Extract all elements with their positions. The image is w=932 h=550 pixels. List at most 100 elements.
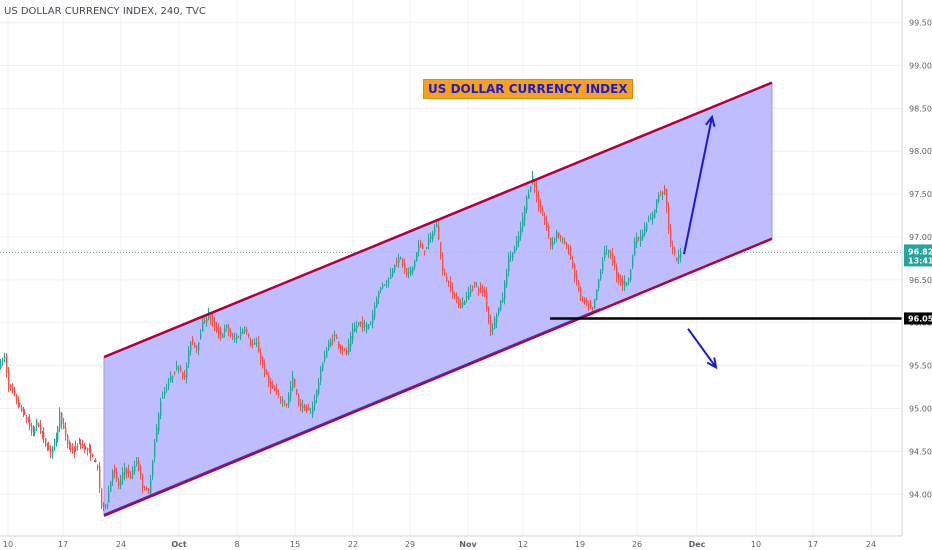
candle-body	[526, 197, 528, 211]
candle-body	[474, 282, 476, 285]
candle-body	[632, 256, 634, 267]
candle-body	[103, 502, 105, 506]
candle-body	[246, 329, 248, 333]
candle-body	[264, 364, 266, 373]
candle-body	[382, 285, 384, 288]
candle-body	[172, 375, 174, 378]
drawing-lines[interactable]	[103, 81, 932, 517]
candle-body	[310, 412, 312, 414]
candle-body	[94, 460, 96, 462]
candle-body	[338, 341, 340, 347]
candle-body	[668, 206, 670, 229]
arrow-up-head[interactable]	[705, 114, 716, 127]
time-axis-bg	[0, 536, 932, 550]
candle-body	[228, 327, 230, 332]
candle-body	[646, 223, 648, 231]
candle-body	[174, 371, 176, 374]
candle-body	[240, 332, 242, 337]
candle-body	[642, 232, 644, 239]
trend-arrows[interactable]	[683, 114, 718, 370]
candle-body	[466, 295, 468, 298]
candle-body	[548, 225, 550, 237]
candle-body	[21, 407, 23, 412]
time-tick-label: 8	[234, 540, 239, 549]
candle-body	[636, 237, 638, 244]
candle-body	[444, 273, 446, 275]
candle-body	[602, 260, 604, 271]
candle-body	[400, 257, 402, 259]
candle-body	[406, 268, 408, 276]
candle-body	[582, 296, 584, 298]
candle-body	[110, 480, 112, 492]
candle-body	[514, 248, 516, 254]
candle-body	[188, 350, 190, 365]
candle-body	[140, 466, 142, 476]
candle-body	[654, 209, 656, 218]
candle-body	[72, 447, 74, 452]
candle-body	[220, 331, 222, 336]
candle-body	[332, 339, 334, 341]
candle-body	[524, 208, 526, 221]
arrow-up-shaft[interactable]	[683, 116, 713, 255]
candle-body	[28, 420, 30, 422]
candle-body	[482, 288, 484, 293]
candle-body	[10, 384, 12, 388]
candle-body	[130, 475, 132, 479]
candle-body	[402, 258, 404, 266]
time-tick-label: 24	[866, 540, 876, 549]
candle-body	[158, 413, 160, 431]
time-tick-label: 10	[751, 540, 761, 549]
candle-body	[556, 232, 558, 239]
arrow-down-head[interactable]	[706, 357, 718, 370]
candle-body	[656, 199, 658, 208]
candle-body	[614, 259, 616, 267]
candle-body	[612, 253, 614, 264]
candle-body	[224, 328, 226, 333]
price-axis[interactable]: 94.0094.5095.0095.5096.0096.5097.0097.50…	[901, 0, 932, 550]
candle-body	[48, 445, 50, 450]
candle-body	[80, 443, 82, 447]
candle-body	[572, 260, 574, 268]
candle-body	[562, 239, 564, 241]
candle-body	[59, 411, 61, 428]
time-axis[interactable]: 10 17 24 Oct 8 15 22 29 Nov 12 19 26 Dec 10 17 24	[0, 535, 932, 550]
candle-body	[50, 447, 52, 453]
candle-body	[380, 288, 382, 291]
candle-body	[448, 280, 450, 284]
candle-body	[480, 287, 482, 289]
candle-body	[618, 274, 620, 280]
candle-body	[292, 376, 294, 388]
channel-median-accent	[103, 308, 601, 515]
candle-body	[89, 448, 91, 450]
candle-body	[34, 428, 36, 434]
candle-body	[108, 491, 110, 503]
channel-lower-line[interactable]	[103, 237, 773, 517]
candle-body	[330, 340, 332, 347]
candle-body	[29, 419, 31, 427]
candle-body	[150, 479, 152, 494]
candle-body	[638, 237, 640, 239]
price-tick-label: 94.00	[909, 490, 932, 499]
candle-body	[142, 475, 144, 488]
candle-body	[242, 330, 244, 334]
regression-channel[interactable]	[103, 82, 773, 516]
candle-body	[540, 204, 542, 213]
candle-body	[430, 235, 432, 239]
candle-body	[97, 465, 99, 468]
arrow-down-shaft[interactable]	[687, 328, 717, 368]
candle-body	[36, 419, 38, 427]
annotation-label[interactable]: US DOLLAR CURRENCY INDEX	[423, 79, 633, 99]
candle-body	[24, 411, 26, 415]
time-tick-label: Oct	[171, 540, 187, 549]
candle-body	[502, 298, 504, 303]
candle-body	[218, 328, 220, 335]
candle-body	[26, 416, 28, 421]
candle-body	[452, 287, 454, 296]
candle-body	[352, 328, 354, 340]
time-tick-label: 19	[575, 540, 585, 549]
candle-body	[54, 438, 56, 446]
channel-upper-line[interactable]	[103, 81, 773, 359]
candle-body	[164, 391, 166, 395]
